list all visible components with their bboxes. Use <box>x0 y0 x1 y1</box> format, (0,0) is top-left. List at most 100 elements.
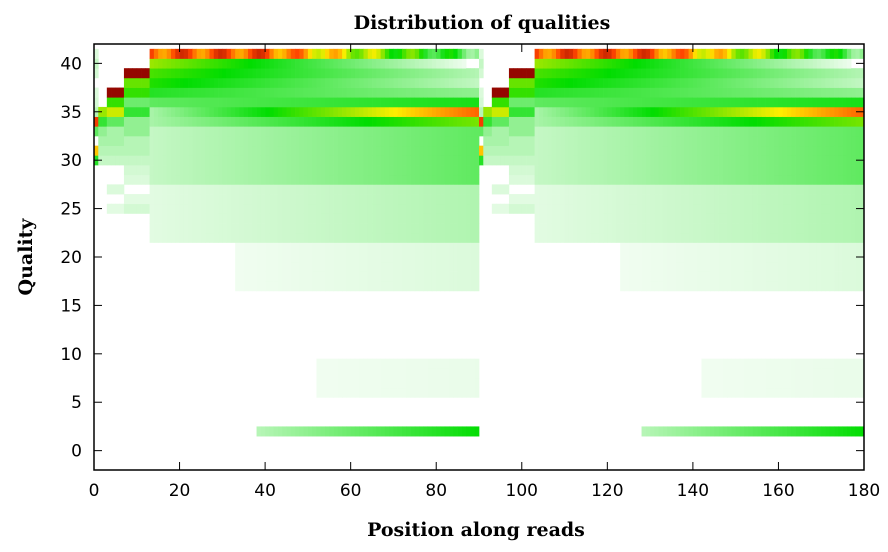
heatmap-cell <box>136 87 142 98</box>
heatmap-cell <box>376 387 381 398</box>
heatmap-cell <box>427 252 433 263</box>
heatmap-cell <box>363 165 369 176</box>
heatmap-cell <box>419 87 424 98</box>
heatmap-cell <box>641 271 647 282</box>
heatmap-cell <box>337 194 343 205</box>
heatmap-cell <box>192 213 198 224</box>
heatmap-cell <box>256 77 262 88</box>
heatmap-cell <box>564 203 570 214</box>
heatmap-cell <box>354 184 360 195</box>
heatmap-cell <box>333 261 339 272</box>
heatmap-cell <box>705 261 711 272</box>
heatmap-cell <box>273 261 279 272</box>
heatmap-cell <box>718 378 724 389</box>
heatmap-cell <box>316 271 322 282</box>
heatmap-cell <box>337 145 343 156</box>
heatmap-cell <box>671 155 677 166</box>
heatmap-cell <box>230 87 236 98</box>
heatmap-cell <box>859 165 865 176</box>
heatmap-cell <box>834 155 839 166</box>
heatmap-cell <box>787 116 792 127</box>
heatmap-cell <box>834 378 839 389</box>
heatmap-cell <box>213 77 219 88</box>
heatmap-cell <box>230 165 236 176</box>
heatmap-cell <box>320 387 326 398</box>
heatmap-cell <box>710 165 715 176</box>
heatmap-cell <box>530 155 535 166</box>
heatmap-cell <box>688 252 694 263</box>
heatmap-cell <box>543 203 548 214</box>
heatmap-cell <box>252 252 257 263</box>
heatmap-cell <box>508 135 514 147</box>
heatmap-cell <box>795 135 801 147</box>
heatmap-cell <box>94 116 99 127</box>
heatmap-cell <box>128 155 133 166</box>
heatmap-cell <box>645 48 651 59</box>
heatmap-cell <box>483 135 488 147</box>
heatmap-cell <box>680 68 685 79</box>
heatmap-cell <box>757 87 762 98</box>
heatmap-cell <box>431 87 437 98</box>
heatmap-cell <box>273 281 279 292</box>
heatmap-cell <box>282 252 287 263</box>
heatmap-cell <box>838 213 843 224</box>
heatmap-cell <box>260 271 266 282</box>
heatmap-cell <box>248 145 253 156</box>
heatmap-cell <box>654 271 660 282</box>
heatmap-cell <box>765 135 771 147</box>
heatmap-cell <box>573 232 578 243</box>
heatmap-cell <box>808 184 814 195</box>
heatmap-cell <box>564 97 570 108</box>
heatmap-cell <box>769 271 775 282</box>
heatmap-cell <box>722 252 728 263</box>
heatmap-cell <box>641 48 647 59</box>
heatmap-cell <box>718 426 724 437</box>
heatmap-cell <box>273 126 279 137</box>
heatmap-cell <box>256 426 262 437</box>
heatmap-cell <box>825 184 831 195</box>
heatmap-cell <box>329 165 334 176</box>
heatmap-cell <box>175 135 180 147</box>
heatmap-cell <box>705 368 711 379</box>
heatmap-cell <box>299 252 304 263</box>
heatmap-cell <box>192 87 198 98</box>
heatmap-cell <box>256 58 262 69</box>
heatmap-cell <box>727 165 732 176</box>
heatmap-cell <box>218 145 223 156</box>
heatmap-cell <box>727 261 732 272</box>
heatmap-cell <box>461 58 467 69</box>
heatmap-cell <box>346 232 352 243</box>
heatmap-cell <box>286 116 292 127</box>
heatmap-cell <box>230 223 236 234</box>
heatmap-cell <box>598 232 604 243</box>
heatmap-cell <box>851 116 856 127</box>
heatmap-cell <box>307 97 313 108</box>
heatmap-cell <box>538 213 544 224</box>
heatmap-cell <box>162 203 168 214</box>
heatmap-cell <box>585 58 591 69</box>
heatmap-cell <box>641 116 647 127</box>
heatmap-cell <box>812 106 818 117</box>
heatmap-cell <box>423 135 429 147</box>
heatmap-cell <box>192 194 198 205</box>
heatmap-cell <box>333 116 339 127</box>
heatmap-cell <box>791 116 796 127</box>
heatmap-cell <box>414 203 420 214</box>
heatmap-cell <box>710 116 715 127</box>
heatmap-cell <box>774 135 779 147</box>
heatmap-cell <box>526 77 531 88</box>
heatmap-cell <box>757 174 762 185</box>
heatmap-cell <box>277 174 283 185</box>
heatmap-cell <box>153 194 159 205</box>
heatmap-cell <box>517 68 523 79</box>
heatmap-cell <box>470 426 476 437</box>
heatmap-cell <box>359 358 364 369</box>
heatmap-cell <box>744 358 749 369</box>
heatmap-cell <box>675 426 681 437</box>
heatmap-cell <box>166 106 172 117</box>
heatmap-cell <box>158 126 163 137</box>
heatmap-cell <box>748 387 754 398</box>
heatmap-cell <box>380 194 386 205</box>
heatmap-cell <box>842 426 848 437</box>
heatmap-cell <box>205 232 210 243</box>
